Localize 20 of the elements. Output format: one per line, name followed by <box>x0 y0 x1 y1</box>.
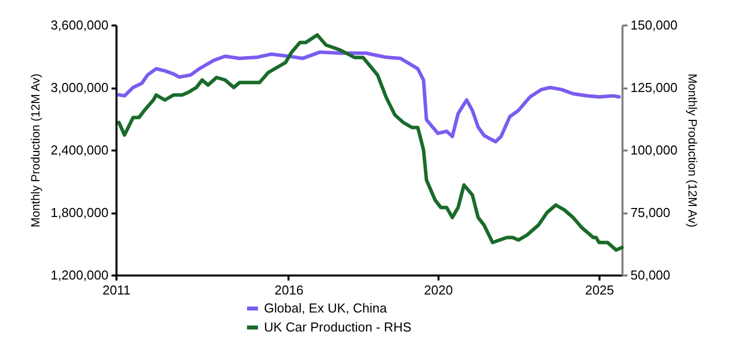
y-tick-label: 2,400,000 <box>50 142 108 158</box>
y2-axis-title: Monthly Production (12M Av) <box>685 74 700 228</box>
y-tick-label: 3,000,000 <box>50 80 108 95</box>
y2-tick-label: 150,000 <box>630 18 678 32</box>
x-tick-label: 2025 <box>585 282 614 298</box>
y-axis-title: Monthly Production (12M Av) <box>28 74 43 228</box>
x-tick-label: 2020 <box>424 282 453 298</box>
y2-tick-label: 75,000 <box>630 205 670 220</box>
y-tick-label: 1,800,000 <box>50 205 108 220</box>
legend-label: Global, Ex UK, China <box>264 300 388 316</box>
y-tick-label: 3,600,000 <box>50 18 108 32</box>
x-tick-label: 2016 <box>274 282 304 298</box>
y2-tick-label: 100,000 <box>630 142 678 158</box>
line-series <box>117 33 624 252</box>
y2-tick-label: 50,000 <box>630 268 670 282</box>
line-series <box>117 50 621 144</box>
legend-label: UK Car Production - RHS <box>264 320 412 334</box>
y-tick-label: 1,200,000 <box>50 268 108 282</box>
x-tick-label: 2011 <box>102 282 130 298</box>
y2-tick-label: 125,000 <box>630 80 678 95</box>
